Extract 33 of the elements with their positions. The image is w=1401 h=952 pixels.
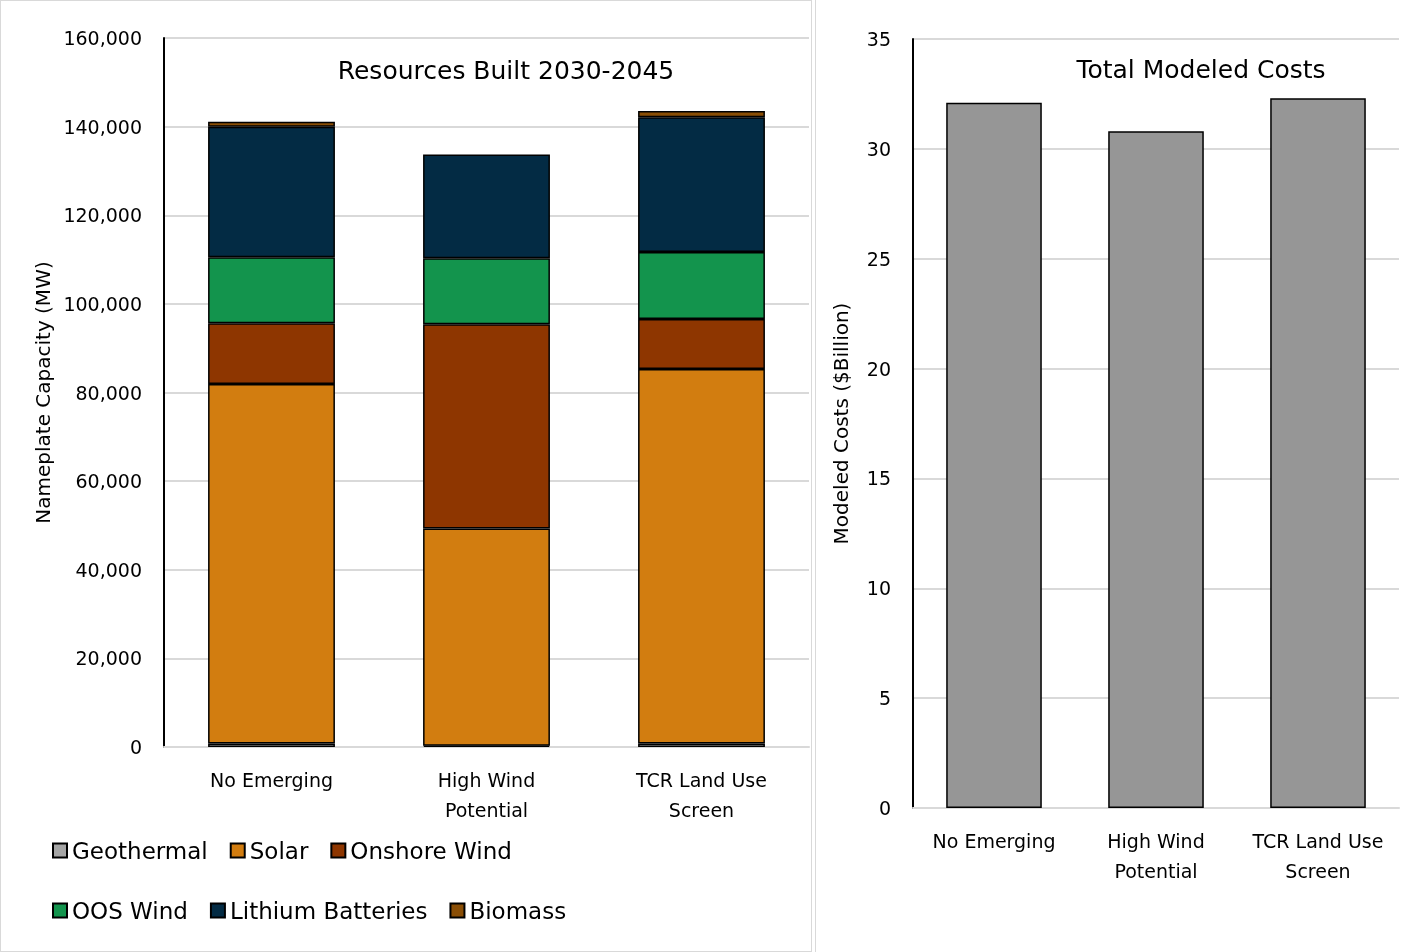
y-tick-label: 40,000 [75,558,142,581]
legend-label: OOS Wind [72,897,188,924]
x-tick-label: High Wind Potential [437,769,536,821]
y-tick-label: 20,000 [75,647,142,670]
y-tick-label: 160,000 [63,27,142,49]
y-tick-label: 25 [866,247,891,270]
x-tick-label: No Emerging [210,769,333,791]
y-tick-label: 30 [866,137,891,160]
legend-label: Lithium Batteries [229,897,428,924]
x-tick-label: High Wind Potential [1107,830,1205,882]
y-tick-label: 15 [866,467,891,490]
y-tick-label: 100,000 [63,292,142,315]
legend-label: Onshore Wind [350,837,512,864]
y-tick-label: 140,000 [63,115,142,138]
legend-label: Geothermal [72,837,208,864]
y-tick-label: 80,000 [75,381,142,404]
legend-label: Biomass [469,897,567,924]
y-axis-title: Modeled Costs ($Billion) [829,302,853,545]
y-tick-label: 20 [866,357,891,380]
legend-label: Solar [249,837,309,864]
x-tick-label: No Emerging [932,830,1056,852]
text: Resources Built 2030-2045 [337,56,675,85]
y-tick-label: 0 [129,736,142,758]
x-tick-label: TCR Land Use Screen [1251,830,1384,882]
y-tick-label: 10 [866,577,891,600]
y-axis-title: Nameplate Capacity (MW) [30,261,55,524]
y-tick-label: 35 [866,28,891,50]
y-tick-label: 60,000 [75,470,142,493]
y-tick-label: 5 [878,687,891,710]
y-tick-label: 120,000 [63,204,142,227]
text: Total Modeled Costs [1075,55,1326,84]
y-tick-label: 0 [878,797,891,819]
x-tick-label: TCR Land Use Screen [635,769,767,821]
